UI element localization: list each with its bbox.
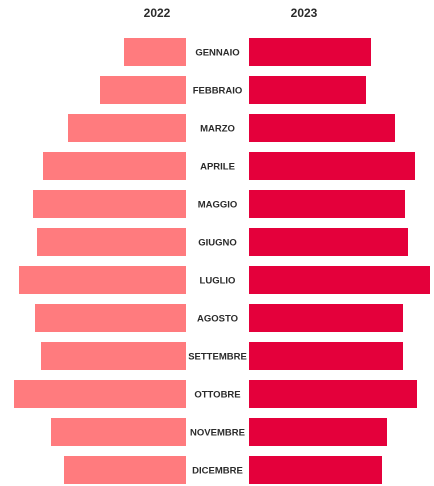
- bar-2023-agosto: [249, 304, 403, 332]
- bar-2023-aprile: [249, 152, 415, 180]
- bar-2023-ottobre: [249, 380, 417, 408]
- category-label-ottobre: OTTOBRE: [194, 390, 240, 401]
- bar-2022-febbraio: [100, 76, 186, 104]
- bar-2022-agosto: [35, 304, 186, 332]
- category-label-marzo: MARZO: [200, 124, 235, 135]
- bar-2023-settembre: [249, 342, 403, 370]
- bar-2023-novembre: [249, 418, 387, 446]
- bar-2022-maggio: [33, 190, 186, 218]
- series-label-2022: 2022: [143, 6, 171, 20]
- bar-2022-dicembre: [64, 456, 186, 484]
- bar-2023-dicembre: [249, 456, 382, 484]
- category-label-luglio: LUGLIO: [200, 276, 236, 287]
- category-label-aprile: APRILE: [200, 162, 235, 173]
- bar-2022-ottobre: [14, 380, 186, 408]
- series-label-2023: 2023: [290, 6, 318, 20]
- category-label-febbraio: FEBBRAIO: [193, 86, 243, 97]
- category-label-novembre: NOVEMBRE: [190, 428, 245, 439]
- bar-2023-gennaio: [249, 38, 371, 66]
- bar-2023-marzo: [249, 114, 395, 142]
- bar-2022-aprile: [43, 152, 186, 180]
- category-label-agosto: AGOSTO: [197, 314, 238, 325]
- category-label-settembre: SETTEMBRE: [188, 352, 247, 363]
- bar-2023-febbraio: [249, 76, 366, 104]
- bar-2022-gennaio: [124, 38, 186, 66]
- bar-2022-giugno: [37, 228, 186, 256]
- category-label-maggio: MAGGIO: [198, 200, 238, 211]
- category-label-gennaio: GENNAIO: [195, 48, 239, 59]
- category-label-giugno: GIUGNO: [198, 238, 237, 249]
- bar-2023-luglio: [249, 266, 430, 294]
- bar-2022-marzo: [68, 114, 186, 142]
- bar-2022-luglio: [19, 266, 186, 294]
- bar-2023-maggio: [249, 190, 405, 218]
- bar-2022-settembre: [41, 342, 186, 370]
- category-label-dicembre: DICEMBRE: [192, 466, 243, 477]
- bar-2023-giugno: [249, 228, 408, 256]
- bar-2022-novembre: [51, 418, 186, 446]
